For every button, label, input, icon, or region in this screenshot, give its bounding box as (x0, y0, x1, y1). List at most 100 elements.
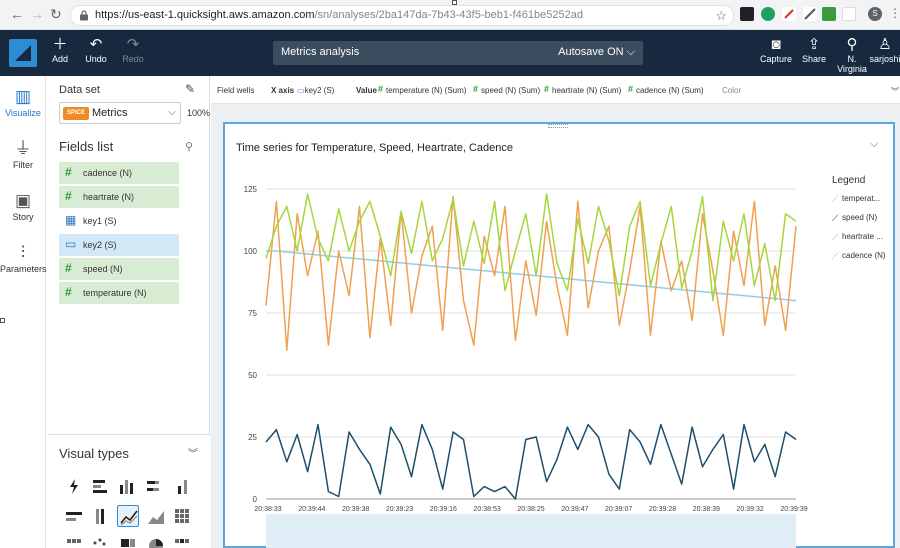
field-item[interactable]: # cadence (N) (59, 162, 179, 184)
legend-item[interactable]: ⟋ heartrate ... (832, 232, 883, 242)
measure-icon: # (544, 84, 550, 94)
story-tab[interactable]: ▣ Story (0, 190, 46, 222)
analysis-title[interactable]: Metrics analysis (281, 46, 360, 58)
line-swatch-icon: ⟋ (832, 251, 839, 261)
legend-item[interactable]: ⟋ speed (N) (832, 213, 878, 223)
dimension-icon: ▭ (297, 86, 305, 95)
edit-pencil-icon[interactable]: ✎ (185, 82, 196, 96)
extension-icon[interactable] (761, 7, 775, 21)
address-bar[interactable]: https://us-east-1.quicksight.aws.amazon.… (70, 5, 734, 26)
x-tick-label: 20:39:32 (737, 506, 764, 513)
series-line[interactable] (265, 423, 797, 500)
profile-avatar[interactable]: S (868, 7, 882, 21)
measure-icon: # (473, 84, 479, 94)
x-tick-label: 20:39:38 (342, 506, 369, 513)
horizontal-bar-icon[interactable] (89, 475, 111, 497)
y-tick-label: 25 (248, 433, 257, 442)
field-item[interactable]: # speed (N) (59, 258, 179, 280)
add-button[interactable]: ＋ Add (40, 36, 80, 64)
bar-chart-icon: ▥ (14, 87, 32, 106)
browser-menu-icon[interactable]: ⋮ (889, 6, 900, 20)
resize-handle[interactable] (0, 318, 5, 323)
y-tick-label: 50 (248, 371, 257, 380)
field-item[interactable]: # temperature (N) (59, 282, 179, 304)
expand-wells-icon[interactable]: ︾ (891, 87, 899, 96)
redo-icon: ↷ (126, 36, 140, 53)
series-line[interactable] (265, 193, 797, 302)
heat-map-icon[interactable] (171, 535, 193, 548)
legend-item[interactable]: ⟋ temperat... (832, 194, 881, 204)
field-item[interactable]: ▦ key1 (S) (59, 210, 179, 232)
collapse-chevron-icon[interactable]: ︾ (188, 449, 198, 460)
calendar-icon: ▦ (65, 213, 77, 227)
bookmark-star-icon[interactable]: ☆ (715, 8, 727, 23)
aws-extension-icon[interactable] (842, 7, 856, 21)
visual-card[interactable] (223, 122, 895, 548)
legend-item[interactable]: ⟋ cadence (N) (832, 251, 886, 261)
line-swatch-icon: ⟋ (832, 213, 839, 223)
extension-icon[interactable] (740, 7, 754, 21)
analysis-title-bar[interactable]: Metrics analysis Autosave ON ⌵ (273, 41, 643, 65)
dimension-icon: ▭ (65, 237, 77, 251)
forward-icon[interactable]: → (30, 6, 44, 22)
drag-handle[interactable] (548, 124, 568, 128)
dataset-select[interactable]: SPICE Metrics ⌵ (59, 102, 181, 124)
y-tick-label: 75 (248, 309, 257, 318)
line-swatch-icon: ⟋ (832, 194, 839, 204)
x-axis-well[interactable]: ▭key2 (S) (297, 86, 335, 95)
y-tick-label: 100 (244, 247, 258, 256)
quicksight-logo[interactable] (0, 30, 44, 76)
visualize-tab[interactable]: ▥ Visualize (0, 86, 46, 118)
tree-map-icon[interactable] (117, 535, 139, 548)
region-selector[interactable]: ⚲ N. Virginia (832, 36, 872, 74)
autograph-icon[interactable] (63, 475, 85, 497)
percent-column-icon[interactable] (89, 505, 111, 527)
line-chart-icon[interactable] (117, 505, 139, 527)
field-wells-label: Field wells (217, 86, 255, 95)
visual-menu-chevron-icon[interactable]: ⌵ (870, 138, 879, 150)
value-well-item[interactable]: heartrate (N) (Sum) (552, 86, 622, 95)
stacked-bar-icon[interactable] (143, 475, 165, 497)
measure-icon: # (378, 84, 384, 94)
search-icon[interactable]: ⚲ (185, 141, 194, 153)
share-button[interactable]: ⇪ Share (794, 36, 834, 64)
autosave-toggle[interactable]: Autosave ON ⌵ (558, 46, 635, 58)
percent-bar-icon[interactable] (63, 505, 85, 527)
area-chart-icon[interactable] (145, 505, 167, 527)
table-icon[interactable] (63, 535, 85, 548)
ruler-extension-icon[interactable] (803, 7, 817, 21)
series-line[interactable] (266, 250, 797, 302)
stacked-column-icon[interactable] (171, 475, 193, 497)
range-scroller[interactable] (266, 514, 796, 548)
pen-extension-icon[interactable] (782, 7, 796, 21)
share-icon: ⇪ (807, 36, 821, 53)
value-well-item[interactable]: speed (N) (Sum) (481, 86, 541, 95)
browser-toolbar: ← → ↻ https://us-east-1.quicksight.aws.a… (0, 0, 900, 30)
reload-icon[interactable]: ↻ (50, 6, 62, 22)
undo-button[interactable]: ↶ Undo (76, 36, 116, 64)
resize-handle[interactable] (452, 0, 457, 5)
scatter-icon[interactable] (89, 535, 111, 548)
capture-button[interactable]: ◙ Capture (756, 36, 796, 64)
user-menu[interactable]: ♙ sarjoshi (869, 36, 900, 64)
field-item[interactable]: ▭ key2 (S) (59, 234, 179, 256)
parameters-tab[interactable]: ⫶ Parameters (0, 243, 47, 274)
value-well-item[interactable]: temperature (N) (Sum) (386, 86, 467, 95)
visual-types-panel: Visual types ︾ (47, 434, 210, 548)
story-icon: ▣ (14, 191, 32, 210)
visual-title[interactable]: Time series for Temperature, Speed, Hear… (236, 142, 513, 154)
value-well-item[interactable]: cadence (N) (Sum) (636, 86, 704, 95)
color-well[interactable]: Color (722, 86, 742, 95)
field-item[interactable]: # heartrate (N) (59, 186, 179, 208)
extension-icon[interactable] (822, 7, 836, 21)
redo-button[interactable]: ↷ Redo (113, 36, 153, 64)
filter-tab[interactable]: ⏚ Filter (0, 138, 46, 170)
spice-percent: 100% (187, 108, 211, 118)
pie-chart-icon[interactable] (145, 535, 167, 548)
pivot-table-icon[interactable] (171, 505, 193, 527)
back-icon[interactable]: ← (10, 6, 24, 22)
vertical-bar-icon[interactable] (115, 475, 137, 497)
fields-list-title: Fields list (59, 139, 114, 154)
x-axis-label: X axis (271, 86, 295, 95)
field-wells-bar: Field wells X axis ▭key2 (S) Value # tem… (211, 76, 900, 104)
